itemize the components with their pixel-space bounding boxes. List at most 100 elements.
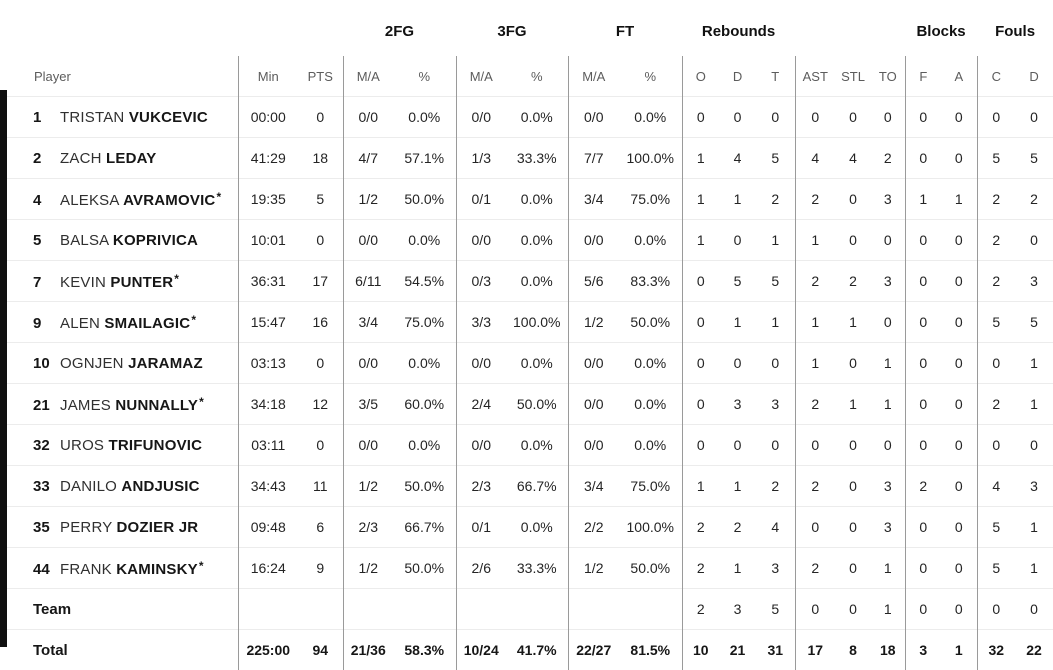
stat-to: 0	[871, 220, 905, 261]
stat-to: 0	[871, 425, 905, 466]
stat-blk-f: 0	[905, 302, 941, 343]
stat-reb-d: 0	[719, 425, 756, 466]
stat-blk-f: 1	[905, 179, 941, 220]
stat-foul-c: 32	[977, 630, 1015, 670]
stat-reb-d: 2	[719, 507, 756, 548]
stat-fg2-pct: 57.1%	[393, 138, 456, 179]
stat-ast: 0	[795, 425, 835, 466]
group-header-blocks: Blocks	[905, 0, 977, 56]
player-number: 21	[33, 397, 60, 414]
stat-fg2-ma: 0/0	[343, 97, 393, 138]
stat-foul-d: 22	[1015, 630, 1053, 670]
stat-stl: 0	[835, 220, 871, 261]
stat-fg3-pct: 66.7%	[506, 466, 568, 507]
stat-fg3-pct: 0.0%	[506, 220, 568, 261]
stat-reb-d: 1	[719, 302, 756, 343]
stat-ast: 1	[795, 220, 835, 261]
player-number: 10	[33, 355, 60, 372]
stat-blk-f: 0	[905, 425, 941, 466]
stat-reb-t: 5	[756, 138, 795, 179]
col-header-min: Min	[238, 56, 298, 97]
stat-stl: 0	[835, 97, 871, 138]
stat-ft-ma: 3/4	[568, 466, 619, 507]
stat-ast: 0	[795, 507, 835, 548]
stat-pts: 17	[298, 261, 343, 302]
starter-asterisk: *	[199, 395, 204, 409]
stat-stl: 0	[835, 466, 871, 507]
stat-pts: 94	[298, 630, 343, 670]
stat-fg3-pct: 0.0%	[506, 507, 568, 548]
stat-fg3-ma: 0/0	[456, 97, 506, 138]
stat-reb-t: 3	[756, 384, 795, 425]
stat-pts: 0	[298, 425, 343, 466]
stat-stl: 0	[835, 548, 871, 589]
stat-pts: 18	[298, 138, 343, 179]
stat-min: 34:18	[238, 384, 298, 425]
stat-to: 3	[871, 261, 905, 302]
column-header-row: Player Min PTS M/A % M/A % M/A % O D T A…	[0, 56, 1053, 97]
stat-ft-pct: 0.0%	[619, 384, 682, 425]
stat-pts: 0	[298, 220, 343, 261]
starter-asterisk: *	[174, 272, 179, 286]
stat-foul-c: 5	[977, 302, 1015, 343]
stat-blk-a: 0	[941, 507, 977, 548]
stat-fg3-ma: 0/1	[456, 507, 506, 548]
starter-asterisk: *	[191, 313, 196, 327]
stat-blk-f: 0	[905, 97, 941, 138]
stat-reb-o: 1	[682, 466, 719, 507]
stat-blk-a: 0	[941, 220, 977, 261]
stat-fg3-pct: 50.0%	[506, 384, 568, 425]
stat-foul-c: 2	[977, 261, 1015, 302]
stat-ast: 2	[795, 384, 835, 425]
stat-stl: 1	[835, 384, 871, 425]
stat-to: 18	[871, 630, 905, 670]
stat-to: 0	[871, 97, 905, 138]
group-header-row: 2FG 3FG FT Rebounds Blocks Fouls	[0, 0, 1053, 56]
stat-ft-ma: 1/2	[568, 548, 619, 589]
stat-reb-o: 1	[682, 220, 719, 261]
stat-blk-a: 1	[941, 630, 977, 670]
stat-to: 3	[871, 179, 905, 220]
stat-reb-t: 31	[756, 630, 795, 670]
stat-fg3-pct: 33.3%	[506, 548, 568, 589]
player-first-name: DANILO	[60, 478, 121, 495]
col-header-blk-f: F	[905, 56, 941, 97]
stat-fg2-pct: 50.0%	[393, 548, 456, 589]
stat-foul-c: 4	[977, 466, 1015, 507]
stat-foul-c: 5	[977, 548, 1015, 589]
stat-to: 1	[871, 589, 905, 630]
stat-reb-d: 0	[719, 220, 756, 261]
stat-stl: 0	[835, 589, 871, 630]
stat-fg3-pct: 0.0%	[506, 97, 568, 138]
stat-reb-t: 5	[756, 261, 795, 302]
stat-fg2-pct: 54.5%	[393, 261, 456, 302]
stat-foul-c: 5	[977, 507, 1015, 548]
stat-reb-o: 0	[682, 302, 719, 343]
col-header-2fg-ma: M/A	[343, 56, 393, 97]
stat-reb-t: 0	[756, 425, 795, 466]
stat-foul-c: 2	[977, 220, 1015, 261]
stat-pts: 9	[298, 548, 343, 589]
stat-reb-d: 5	[719, 261, 756, 302]
stat-reb-t: 2	[756, 179, 795, 220]
player-first-name: FRANK	[60, 561, 116, 578]
stat-ft-ma: 0/0	[568, 425, 619, 466]
stat-reb-o: 2	[682, 507, 719, 548]
row-label-cell: Total	[0, 630, 238, 670]
stat-blk-a: 0	[941, 548, 977, 589]
stat-fg2-ma: 1/2	[343, 179, 393, 220]
stat-min: 36:31	[238, 261, 298, 302]
stat-pts: 0	[298, 343, 343, 384]
player-last-name: LEDAY	[106, 150, 156, 167]
player-last-name: VUKCEVIC	[129, 109, 208, 126]
stat-blk-a: 0	[941, 261, 977, 302]
stat-stl: 4	[835, 138, 871, 179]
stat-fg2-ma: 2/3	[343, 507, 393, 548]
player-last-name: KOPRIVICA	[113, 232, 198, 249]
player-number: 5	[33, 232, 60, 249]
